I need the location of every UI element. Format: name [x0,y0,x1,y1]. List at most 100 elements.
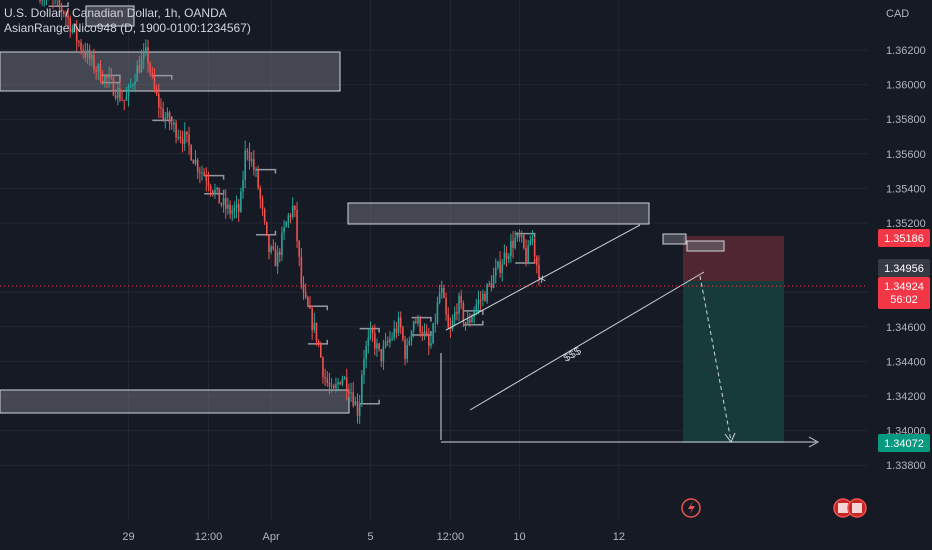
asian-range-low [515,259,536,264]
candle-body [112,77,115,96]
candle-body [170,123,173,125]
price-tick-label: 1.36000 [886,80,926,92]
chart-icons[interactable] [681,498,867,518]
candle-body [449,327,452,330]
candle-body [380,349,383,362]
candle-body [294,205,296,210]
candle-body [482,293,484,300]
price-tick-label: 1.33800 [886,460,926,472]
candle-body [80,42,82,50]
candle-body [248,152,251,162]
price-tick-label: 1.34200 [886,391,926,403]
candle-body [162,108,164,121]
candle-body [73,26,76,29]
candle-body [145,47,147,53]
candle-body [415,321,417,324]
candle-body [345,377,348,392]
candle-body [116,88,119,99]
candle-body [212,190,214,194]
candle-body [456,312,458,314]
candle-body [361,374,363,404]
candle-body [203,172,205,176]
candle-body [209,186,212,191]
candle-body [464,322,467,325]
candle-body [322,357,324,378]
candle-body [71,28,74,32]
candle-body [445,298,447,315]
candle-body [324,377,326,379]
symbol-title[interactable]: U.S. Dollar / Canadian Dollar, 1h, OANDA [4,6,227,20]
flag-stripes-icon [852,503,862,513]
price-tick-label: 1.34400 [886,356,926,368]
candle-body [41,0,43,1]
price-tick-label: 1.35200 [886,218,926,230]
candle-body [460,295,462,303]
candle-body [125,96,128,101]
candle-body [410,330,413,341]
candle-body [160,107,162,109]
time-tick-label: 29 [122,531,134,543]
asian-range-low [256,230,277,236]
candle-body [188,134,190,146]
price-axis[interactable]: 1.36200 1.36000 1.35800 1.35600 1.35400 1.352… [886,45,926,472]
price-tick-label: 1.36200 [886,45,926,57]
asian-range-high [307,305,329,311]
candle-body [369,328,372,338]
price-zone-box [686,240,725,252]
indicator-title[interactable]: AsianRange Nico948 (D, 1900-0100:1234567… [4,21,251,35]
candle-body [417,317,419,324]
candle-body [84,52,87,58]
candle-body [272,246,275,249]
candle-body [376,343,378,349]
time-axis[interactable]: 29 12:00 Apr 5 12:00 10 12 [122,531,625,543]
candle-body [404,339,406,359]
candle-body [438,292,441,303]
candle-body [227,204,229,209]
target-price-label-bg [878,434,930,452]
chart-legend: U.S. Dollar / Canadian Dollar, 1h, OANDA… [4,6,251,36]
candle-body [507,256,510,260]
candle-body [386,341,389,343]
candle-body [374,333,376,349]
candle-body [231,210,234,214]
candle-body [91,54,93,59]
candle-body [494,267,497,276]
candle-body [307,297,309,307]
candle-body [497,261,499,268]
candle-body [78,41,80,43]
asian-range-low [359,399,380,405]
candle-body [473,310,475,317]
candle-body [352,392,354,406]
candle-body [378,343,380,350]
candle-body [75,26,78,42]
candle-body [311,308,313,331]
candle-body [315,322,318,341]
candle-body [298,241,300,257]
candle-body [516,233,519,239]
candle-body [199,171,201,173]
chart-zones [0,5,784,443]
candle-body [151,72,154,76]
candle-body [289,215,292,217]
time-tick-label: 12:00 [437,531,465,543]
candle-body [317,340,320,344]
candle-body [341,379,344,385]
candle-body [140,58,143,73]
candle-body [395,328,398,333]
candle-body [527,245,529,264]
candle-body [428,335,430,346]
asian-range-high [204,174,225,180]
candle-body [302,284,305,293]
candle-body [326,378,329,383]
price-zone-box [85,5,135,27]
candle-body [365,345,367,360]
asian-range-low [204,189,225,195]
candle-body [263,208,266,222]
candle-body [503,252,506,265]
candle-body [158,93,160,108]
candle-body [278,251,281,256]
candle-body [423,331,426,336]
price-tick-label: 1.35600 [886,149,926,161]
candle-body [222,198,225,205]
